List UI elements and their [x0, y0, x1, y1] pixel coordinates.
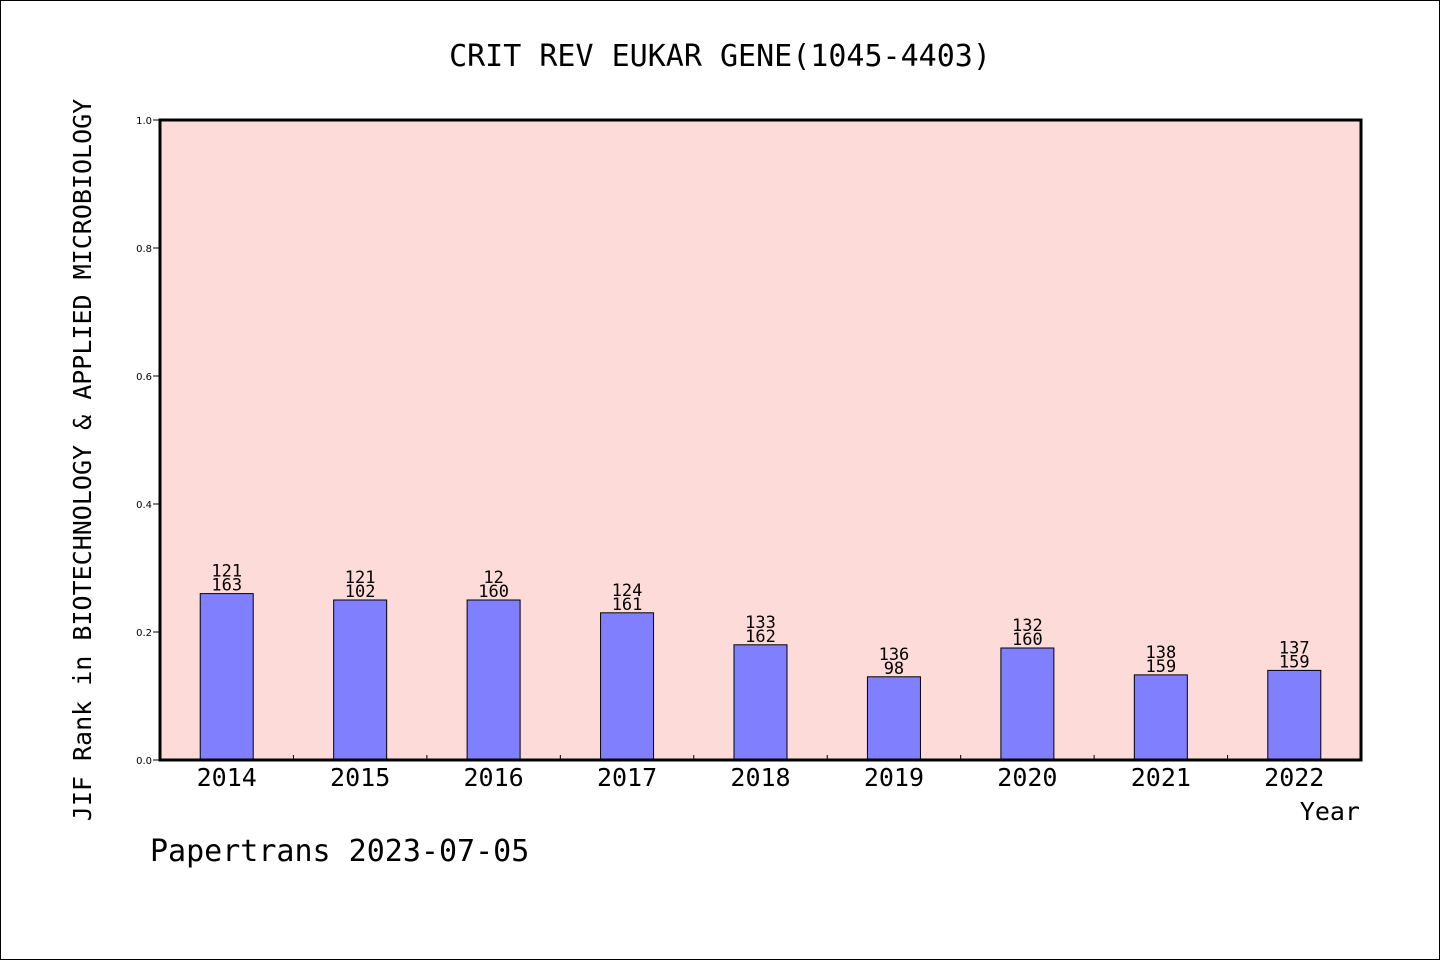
bar [1133, 674, 1188, 761]
bar-label-bottom: 98 [884, 659, 904, 679]
bar [1267, 669, 1322, 761]
bar-label-top: 12 [483, 568, 503, 588]
x-tick-label: 2017 [597, 763, 657, 792]
x-axis-label: Year [1300, 797, 1360, 826]
bar-label-bottom: 159 [1279, 652, 1310, 672]
x-tick-label: 2020 [997, 763, 1057, 792]
bar-label-top: 121 [345, 568, 376, 588]
x-tick-label: 2016 [464, 763, 524, 792]
plot-border [158, 118, 1363, 762]
y-tick-label: 0.0 [136, 756, 152, 767]
bar-label-top: 137 [1279, 638, 1310, 658]
y-tick-label: 1.0 [136, 116, 152, 127]
y-tick-label: 0.2 [136, 628, 152, 639]
bar-label-bottom: 162 [745, 627, 776, 647]
x-tick-label: 2022 [1264, 763, 1324, 792]
bar [600, 612, 655, 761]
bar-label-bottom: 160 [1012, 630, 1043, 650]
bar-label-top: 121 [211, 562, 242, 582]
y-tick-label: 0.6 [136, 372, 152, 383]
bar-label-bottom: 159 [1145, 657, 1176, 677]
bar [733, 644, 788, 761]
bar [199, 593, 254, 761]
bar-label-top: 132 [1012, 616, 1043, 636]
bar-label-top: 136 [879, 645, 910, 665]
x-tick-label: 2018 [730, 763, 790, 792]
bar-label-bottom: 163 [211, 576, 242, 596]
y-axis-label: JIF Rank in BIOTECHNOLOGY & APPLIED MICR… [68, 99, 97, 821]
x-tick-label: 2015 [330, 763, 390, 792]
bar-label-bottom: 161 [612, 595, 643, 615]
x-tick-label: 2014 [197, 763, 257, 792]
footer-credit: Papertrans 2023-07-05 [150, 834, 530, 869]
x-tick-label: 2019 [864, 763, 924, 792]
bar-label-bottom: 102 [345, 582, 376, 602]
bar [1000, 647, 1055, 761]
bar [333, 599, 388, 761]
bar-label-top: 124 [612, 581, 643, 601]
y-tick-label: 0.8 [136, 244, 152, 255]
bar [466, 599, 521, 761]
chart-title: CRIT REV EUKAR GENE(1045-4403) [449, 39, 991, 74]
y-tick-label: 0.4 [136, 500, 152, 511]
bar-label-top: 133 [745, 613, 776, 633]
bar-label-top: 138 [1145, 643, 1176, 663]
bar-label-bottom: 160 [478, 582, 509, 602]
x-tick-label: 2021 [1131, 763, 1191, 792]
bar [866, 676, 921, 761]
